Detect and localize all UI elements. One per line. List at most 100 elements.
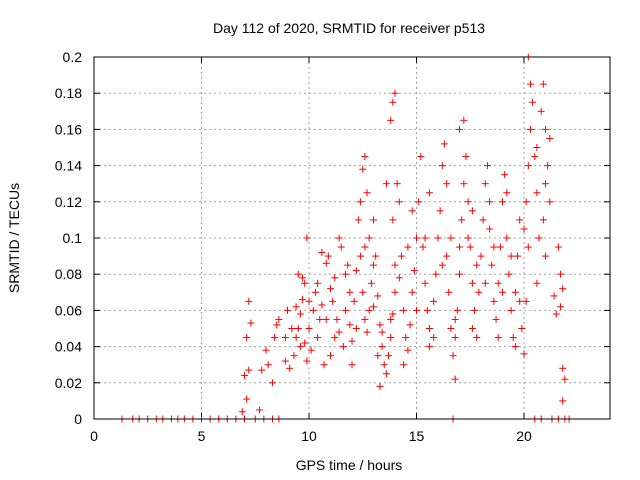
data-point (290, 352, 298, 360)
data-point (303, 357, 311, 365)
data-point (404, 346, 412, 354)
data-point (314, 279, 322, 287)
data-point (316, 315, 324, 323)
data-point (503, 234, 511, 242)
data-point (322, 315, 330, 323)
data-point (550, 292, 558, 300)
data-points (118, 53, 573, 423)
data-point (430, 334, 438, 342)
data-point (389, 98, 397, 106)
data-point (559, 285, 567, 293)
data-point (559, 397, 567, 405)
data-point (391, 261, 399, 269)
data-point (370, 216, 377, 224)
data-point (318, 301, 326, 309)
data-point (559, 364, 567, 372)
data-point (554, 243, 562, 251)
data-point (516, 216, 524, 224)
data-point (546, 198, 554, 206)
data-point (331, 334, 339, 342)
data-point (464, 234, 472, 242)
data-point (367, 279, 375, 287)
data-point (294, 325, 302, 332)
data-point (301, 279, 309, 287)
data-point (346, 321, 354, 329)
data-point (458, 216, 466, 224)
data-point (514, 252, 522, 260)
data-point (318, 248, 326, 256)
data-point (443, 252, 451, 260)
data-point (288, 325, 296, 332)
x-tick-label: 10 (301, 428, 317, 444)
data-point (438, 162, 446, 170)
data-point (488, 261, 496, 269)
data-point (456, 243, 463, 251)
data-point (273, 321, 281, 329)
data-point (466, 243, 474, 251)
data-point (404, 243, 412, 251)
data-point (342, 270, 350, 278)
data-point (443, 180, 451, 188)
chart-title: Day 112 of 2020, SRMTID for receiver p51… (213, 20, 485, 36)
data-point (258, 366, 266, 374)
data-point (335, 234, 343, 242)
data-point (365, 234, 373, 242)
data-point (460, 116, 468, 124)
data-point (447, 234, 455, 242)
data-point (400, 361, 408, 369)
data-point (520, 225, 528, 233)
data-point (449, 352, 457, 360)
data-point (425, 325, 433, 332)
data-point (490, 297, 498, 305)
y-tick-label: 0.06 (55, 302, 82, 318)
data-point (520, 350, 528, 358)
data-point (320, 361, 328, 369)
data-point (468, 325, 476, 332)
data-point (395, 198, 403, 206)
data-point (281, 357, 289, 365)
data-point (516, 297, 524, 305)
data-point (447, 325, 455, 332)
data-point (281, 334, 289, 342)
data-point (456, 270, 463, 278)
y-tick-label: 0.02 (55, 375, 82, 391)
data-point (462, 153, 470, 161)
y-tick-label: 0.08 (55, 266, 82, 282)
data-point (415, 198, 423, 206)
data-point (359, 288, 367, 296)
x-tick-label: 20 (516, 428, 532, 444)
data-point (468, 279, 476, 287)
data-point (292, 334, 300, 342)
data-point (331, 274, 339, 282)
data-point (309, 306, 317, 314)
data-point (438, 261, 446, 269)
data-point (243, 334, 251, 342)
data-point (363, 328, 371, 336)
data-point (350, 297, 358, 305)
y-tick-label: 0.12 (55, 194, 82, 210)
data-point (542, 180, 549, 188)
data-point (561, 375, 569, 383)
data-point (400, 306, 408, 314)
data-point (337, 243, 345, 251)
data-point (238, 408, 246, 416)
data-point (535, 234, 543, 242)
data-point (322, 259, 330, 267)
data-point (537, 107, 545, 115)
data-point (434, 234, 442, 242)
data-point (481, 279, 489, 287)
data-point (475, 288, 483, 296)
data-point (557, 270, 565, 278)
data-point (391, 89, 399, 97)
data-point (275, 315, 283, 323)
data-point (511, 288, 519, 296)
data-point (348, 361, 356, 369)
data-point (460, 180, 468, 188)
data-point (352, 325, 360, 332)
data-point (378, 343, 386, 351)
data-point (346, 288, 354, 296)
data-point (477, 252, 485, 260)
y-tick-label: 0.2 (63, 49, 83, 65)
data-point (307, 346, 315, 354)
data-point (453, 306, 461, 314)
